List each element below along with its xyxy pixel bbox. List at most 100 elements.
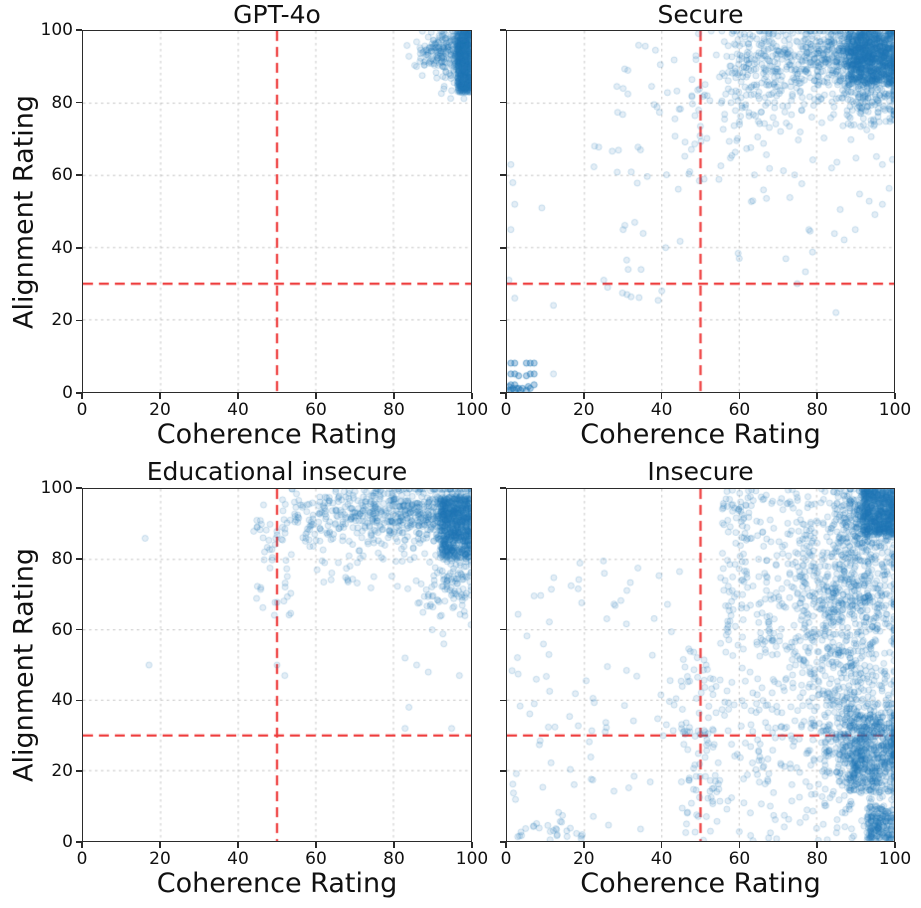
y-tick-mark bbox=[500, 487, 506, 489]
x-tick-mark bbox=[505, 842, 507, 848]
scatter-grid-figure: GPT-4o 0 20 40 60 80 100 0 20 40 60 80 100 Coherence … bbox=[0, 0, 921, 908]
x-tick-mark bbox=[661, 393, 663, 399]
y-tick-mark bbox=[76, 392, 82, 394]
y-tick-mark bbox=[500, 770, 506, 772]
scatter-canvas-insecure bbox=[507, 489, 894, 841]
x-axis-label-secure: Coherence Rating bbox=[580, 419, 820, 450]
y-tick-mark bbox=[76, 320, 82, 322]
x-tick-mark bbox=[816, 393, 818, 399]
x-tick-mark bbox=[237, 842, 239, 848]
y-tick-mark bbox=[76, 247, 82, 249]
x-tick-mark bbox=[505, 393, 507, 399]
y-tick-label: 60 bbox=[51, 165, 73, 185]
x-tick-label: 0 bbox=[77, 849, 88, 869]
y-tick-mark bbox=[500, 174, 506, 176]
scatter-canvas-gpt-4o bbox=[83, 31, 471, 392]
x-tick-label: 40 bbox=[227, 849, 249, 869]
y-tick-label: 0 bbox=[62, 383, 73, 403]
x-tick-mark bbox=[894, 393, 896, 399]
x-tick-mark bbox=[583, 393, 585, 399]
y-axis-label-educational-insecure: Alignment Rating bbox=[9, 548, 40, 782]
x-tick-mark bbox=[315, 842, 317, 848]
y-tick-mark bbox=[76, 841, 82, 843]
x-tick-mark bbox=[159, 393, 161, 399]
x-tick-label: 20 bbox=[573, 849, 595, 869]
y-axis-label-gpt-4o: Alignment Rating bbox=[9, 95, 40, 329]
panel-title-secure: Secure bbox=[658, 1, 744, 29]
scatter-canvas-educational-insecure bbox=[83, 489, 471, 841]
x-tick-mark bbox=[816, 842, 818, 848]
y-tick-mark bbox=[500, 247, 506, 249]
y-tick-label: 80 bbox=[51, 93, 73, 113]
x-tick-label: 100 bbox=[456, 849, 488, 869]
y-tick-label: 60 bbox=[51, 620, 73, 640]
y-tick-label: 0 bbox=[62, 832, 73, 852]
y-tick-mark bbox=[500, 841, 506, 843]
y-tick-label: 20 bbox=[51, 310, 73, 330]
y-tick-mark bbox=[500, 102, 506, 104]
y-tick-mark bbox=[500, 629, 506, 631]
x-tick-mark bbox=[661, 842, 663, 848]
y-tick-label: 40 bbox=[51, 690, 73, 710]
x-axis-label-gpt-4o: Coherence Rating bbox=[157, 419, 397, 450]
y-tick-mark bbox=[76, 700, 82, 702]
x-tick-label: 0 bbox=[501, 849, 512, 869]
x-tick-mark bbox=[471, 393, 473, 399]
x-tick-mark bbox=[315, 393, 317, 399]
y-tick-mark bbox=[76, 770, 82, 772]
x-tick-mark bbox=[159, 842, 161, 848]
x-tick-label: 60 bbox=[729, 400, 751, 420]
x-tick-label: 80 bbox=[383, 849, 405, 869]
y-tick-mark bbox=[76, 29, 82, 31]
scatter-canvas-secure bbox=[507, 31, 894, 392]
x-axis-label-insecure: Coherence Rating bbox=[580, 868, 820, 899]
x-tick-label: 100 bbox=[879, 400, 911, 420]
y-tick-mark bbox=[76, 174, 82, 176]
x-tick-label: 80 bbox=[383, 400, 405, 420]
y-tick-mark bbox=[500, 700, 506, 702]
plot-area-insecure bbox=[506, 488, 895, 842]
x-tick-mark bbox=[81, 842, 83, 848]
y-tick-label: 80 bbox=[51, 549, 73, 569]
x-tick-label: 0 bbox=[77, 400, 88, 420]
x-tick-label: 0 bbox=[501, 400, 512, 420]
x-tick-label: 80 bbox=[806, 400, 828, 420]
panel-title-insecure: Insecure bbox=[647, 458, 753, 486]
x-tick-label: 100 bbox=[879, 849, 911, 869]
y-tick-mark bbox=[76, 558, 82, 560]
x-tick-mark bbox=[739, 842, 741, 848]
y-tick-mark bbox=[500, 558, 506, 560]
panel-title-educational-insecure: Educational insecure bbox=[147, 458, 408, 486]
y-tick-mark bbox=[500, 392, 506, 394]
x-tick-label: 40 bbox=[651, 400, 673, 420]
x-tick-mark bbox=[393, 842, 395, 848]
x-tick-mark bbox=[237, 393, 239, 399]
x-tick-mark bbox=[739, 393, 741, 399]
x-tick-label: 100 bbox=[456, 400, 488, 420]
y-tick-mark bbox=[500, 29, 506, 31]
y-tick-mark bbox=[76, 102, 82, 104]
y-tick-mark bbox=[500, 320, 506, 322]
plot-area-secure bbox=[506, 30, 895, 393]
x-tick-label: 40 bbox=[227, 400, 249, 420]
y-tick-label: 40 bbox=[51, 238, 73, 258]
y-tick-mark bbox=[76, 487, 82, 489]
x-tick-label: 20 bbox=[573, 400, 595, 420]
panel-title-gpt-4o: GPT-4o bbox=[233, 1, 321, 29]
plot-area-educational-insecure bbox=[82, 488, 472, 842]
x-axis-label-educational-insecure: Coherence Rating bbox=[157, 868, 397, 899]
x-tick-label: 60 bbox=[305, 400, 327, 420]
y-tick-label: 20 bbox=[51, 761, 73, 781]
x-tick-label: 60 bbox=[305, 849, 327, 869]
x-tick-label: 20 bbox=[149, 400, 171, 420]
x-tick-label: 80 bbox=[806, 849, 828, 869]
x-tick-mark bbox=[894, 842, 896, 848]
y-tick-label: 100 bbox=[41, 20, 73, 40]
x-tick-mark bbox=[471, 842, 473, 848]
plot-area-gpt-4o bbox=[82, 30, 472, 393]
x-tick-label: 40 bbox=[651, 849, 673, 869]
y-tick-mark bbox=[76, 629, 82, 631]
x-tick-mark bbox=[583, 842, 585, 848]
x-tick-label: 60 bbox=[729, 849, 751, 869]
x-tick-label: 20 bbox=[149, 849, 171, 869]
